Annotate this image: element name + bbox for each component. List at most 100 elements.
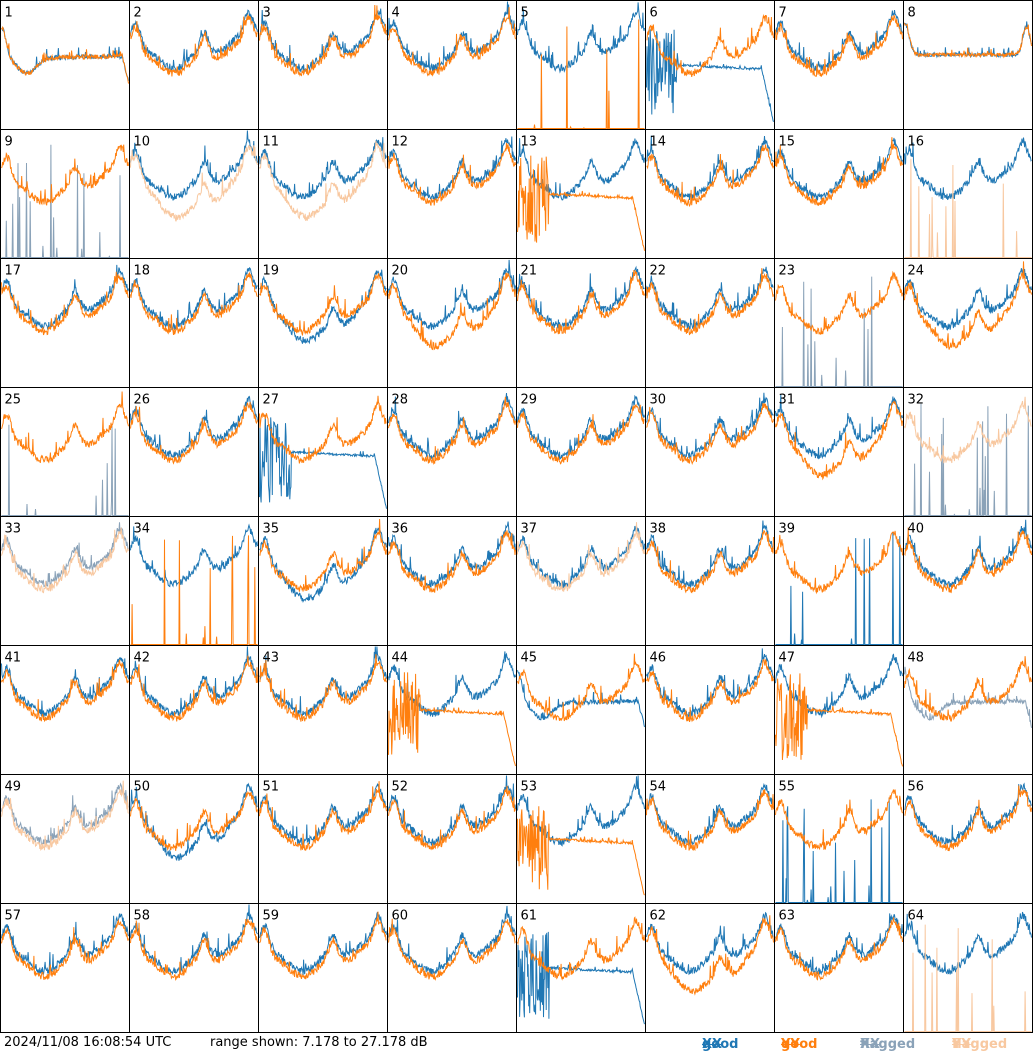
- panel-label: 60: [392, 909, 409, 924]
- series-xx-line: [646, 911, 774, 976]
- series-xx-line: [130, 523, 258, 588]
- panel-label: 16: [908, 135, 925, 150]
- panel-frame: [645, 258, 775, 388]
- series-xx-line: [388, 136, 516, 202]
- panel-36: 36: [387, 516, 517, 646]
- panel-label: 19: [263, 264, 280, 279]
- panel-label: 9: [5, 135, 13, 150]
- series-xx-line: [775, 137, 903, 201]
- panel-56: 56: [903, 774, 1033, 904]
- series-yy-line: [904, 158, 1032, 258]
- panel-54: 54: [645, 774, 775, 904]
- panel-34: 34: [129, 516, 259, 646]
- panel-frame: [387, 258, 517, 388]
- series-xx-line: [259, 137, 387, 200]
- series-yy-line: [259, 781, 387, 851]
- panel-frame: [516, 645, 646, 775]
- series-xx-line: [646, 135, 774, 201]
- panel-label: 23: [779, 264, 796, 279]
- series-yy-line: [646, 529, 774, 594]
- panel-1: 1: [0, 0, 130, 130]
- series-yy-line: [646, 268, 774, 336]
- series-xx-line: [130, 9, 258, 73]
- panel-label: 32: [908, 393, 925, 408]
- panel-label: 49: [5, 780, 22, 795]
- panel-label: 30: [650, 393, 667, 408]
- series-xx-line: [775, 276, 903, 387]
- panel-35: 35: [258, 516, 388, 646]
- panel-label: 22: [650, 264, 667, 279]
- panel-label: 6: [650, 6, 658, 21]
- panel-label: 24: [908, 264, 925, 279]
- panel-21: 21: [516, 258, 646, 388]
- panel-frame: [903, 516, 1033, 646]
- panel-frame: [387, 387, 517, 517]
- panel-label: 55: [779, 780, 796, 795]
- series-yy-line: [388, 7, 516, 77]
- panel-22: 22: [645, 258, 775, 388]
- panel-label: 33: [5, 522, 22, 537]
- panel-49: 49: [0, 774, 130, 904]
- series-xx-line: [517, 931, 645, 1025]
- panel-32: 32: [903, 387, 1033, 517]
- panel-63: 63: [774, 903, 904, 1033]
- panel-frame: [258, 774, 388, 904]
- panel-59: 59: [258, 903, 388, 1033]
- series-yy-line: [1, 391, 129, 464]
- series-yy-line: [646, 789, 774, 852]
- panel-9: 9: [0, 129, 130, 259]
- panel-frame: [516, 258, 646, 388]
- panel-frame: [774, 516, 904, 646]
- series-yy-line: [904, 785, 1032, 852]
- series-yy-line: [130, 790, 258, 851]
- series-yy-line: [259, 654, 387, 722]
- panel-frame: [387, 903, 517, 1033]
- series-yy-line: [775, 789, 903, 851]
- panel-50: 50: [129, 774, 259, 904]
- series-xx-line: [646, 520, 774, 588]
- series-xx-line: [1, 913, 129, 975]
- panel-frame: [516, 903, 646, 1033]
- series-yy-line: [904, 261, 1032, 350]
- series-yy-line: [130, 401, 258, 465]
- panel-frame: [774, 129, 904, 259]
- series-yy-line: [1, 918, 129, 981]
- panel-label: 11: [263, 135, 280, 150]
- panel-label: 50: [134, 780, 151, 795]
- panel-6: 6: [645, 0, 775, 130]
- series-yy-line: [259, 911, 387, 980]
- timestamp-label: 2024/11/08 16:08:54 UTC: [4, 1035, 172, 1050]
- panel-label: 26: [134, 393, 151, 408]
- panel-frame: [516, 387, 646, 517]
- series-xx-line: [775, 394, 903, 460]
- panel-17: 17: [0, 258, 130, 388]
- panel-33: 33: [0, 516, 130, 646]
- panel-frame: [258, 645, 388, 775]
- panel-frame: [387, 129, 517, 259]
- series-yy-line: [904, 924, 1032, 1032]
- series-yy-line: [775, 530, 903, 595]
- panel-2: 2: [129, 0, 259, 130]
- panel-label: 52: [392, 780, 409, 795]
- panel-frame: [129, 774, 259, 904]
- footer: 2024/11/08 16:08:54 UTC range shown: 7.1…: [0, 1033, 1033, 1053]
- panel-frame: [516, 0, 646, 130]
- series-yy-line: [259, 140, 387, 221]
- panel-label: 8: [908, 6, 916, 21]
- panel-label: 28: [392, 393, 409, 408]
- panel-31: 31: [774, 387, 904, 517]
- series-yy-line: [259, 273, 387, 337]
- panel-37: 37: [516, 516, 646, 646]
- legend-flagged-yy-word: flagged: [952, 1037, 1008, 1052]
- series-yy-line: [1, 25, 129, 84]
- panel-label: 1: [5, 6, 13, 21]
- panel-45: 45: [516, 645, 646, 775]
- panel-frame: [387, 0, 517, 130]
- series-yy-line: [388, 530, 516, 594]
- panel-label: 37: [521, 522, 538, 537]
- legend-flagged-xx-pol: XX: [860, 1037, 881, 1052]
- series-yy-line: [1, 144, 129, 206]
- series-yy-line: [517, 522, 645, 592]
- panel-53: 53: [516, 774, 646, 904]
